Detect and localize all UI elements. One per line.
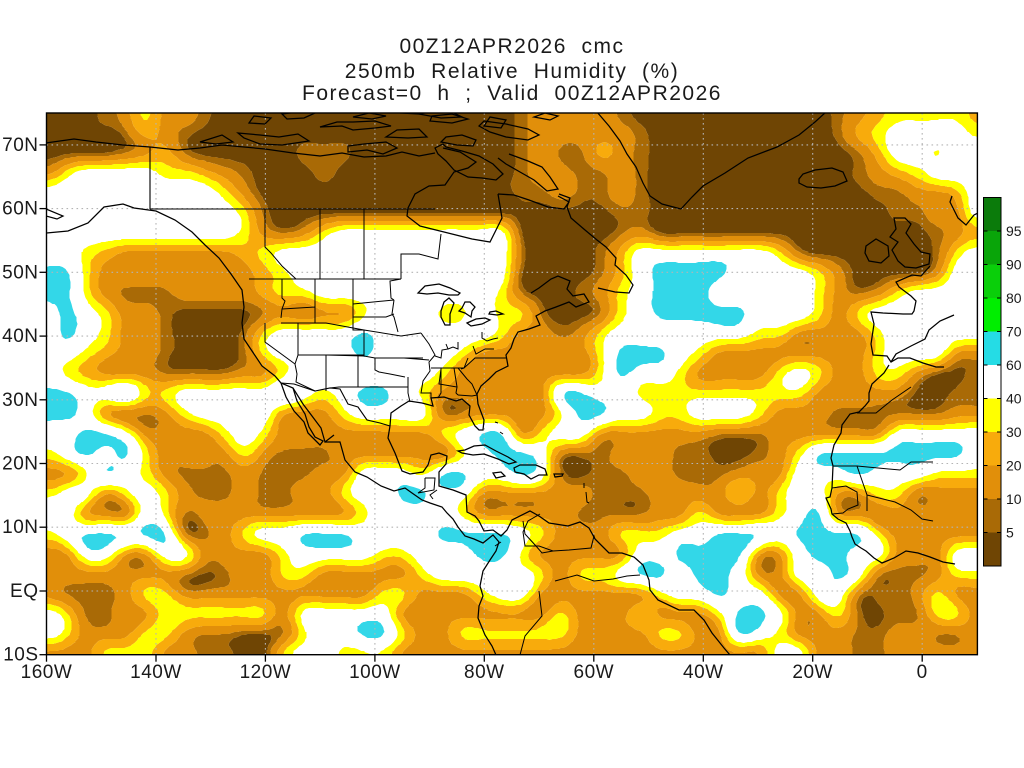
svg-text:5: 5 xyxy=(1006,525,1014,541)
svg-text:120W: 120W xyxy=(240,662,292,683)
svg-text:250mb Relative Humidity (%): 250mb Relative Humidity (%) xyxy=(345,60,679,83)
svg-text:40N: 40N xyxy=(2,326,38,347)
svg-text:10: 10 xyxy=(1006,491,1022,507)
svg-text:80W: 80W xyxy=(464,662,505,683)
svg-text:70: 70 xyxy=(1006,324,1022,340)
svg-text:70N: 70N xyxy=(2,135,38,156)
svg-text:140W: 140W xyxy=(130,662,182,683)
svg-text:40: 40 xyxy=(1006,391,1022,407)
svg-text:20W: 20W xyxy=(792,662,833,683)
svg-text:60W: 60W xyxy=(574,662,615,683)
svg-text:10S: 10S xyxy=(3,645,38,666)
svg-text:EQ: EQ xyxy=(10,581,38,602)
svg-text:Forecast=0 h ; Valid 00Z12: Forecast=0 h ; Valid 00Z12APR2026 xyxy=(302,82,722,105)
svg-text:0: 0 xyxy=(917,662,928,683)
svg-text:160W: 160W xyxy=(21,662,73,683)
svg-text:60: 60 xyxy=(1006,357,1022,373)
svg-text:20N: 20N xyxy=(2,454,38,475)
svg-text:10N: 10N xyxy=(2,517,38,538)
svg-text:80: 80 xyxy=(1006,290,1022,306)
svg-text:30N: 30N xyxy=(2,390,38,411)
svg-text:20: 20 xyxy=(1006,458,1022,474)
svg-text:95: 95 xyxy=(1006,223,1022,239)
svg-text:40W: 40W xyxy=(683,662,724,683)
svg-text:50N: 50N xyxy=(2,262,38,283)
svg-text:30: 30 xyxy=(1006,424,1022,440)
svg-text:100W: 100W xyxy=(349,662,401,683)
svg-text:60N: 60N xyxy=(2,199,38,220)
svg-text:90: 90 xyxy=(1006,257,1022,273)
svg-text:00Z12APR2026 cmc: 00Z12APR2026 cmc xyxy=(399,35,624,58)
